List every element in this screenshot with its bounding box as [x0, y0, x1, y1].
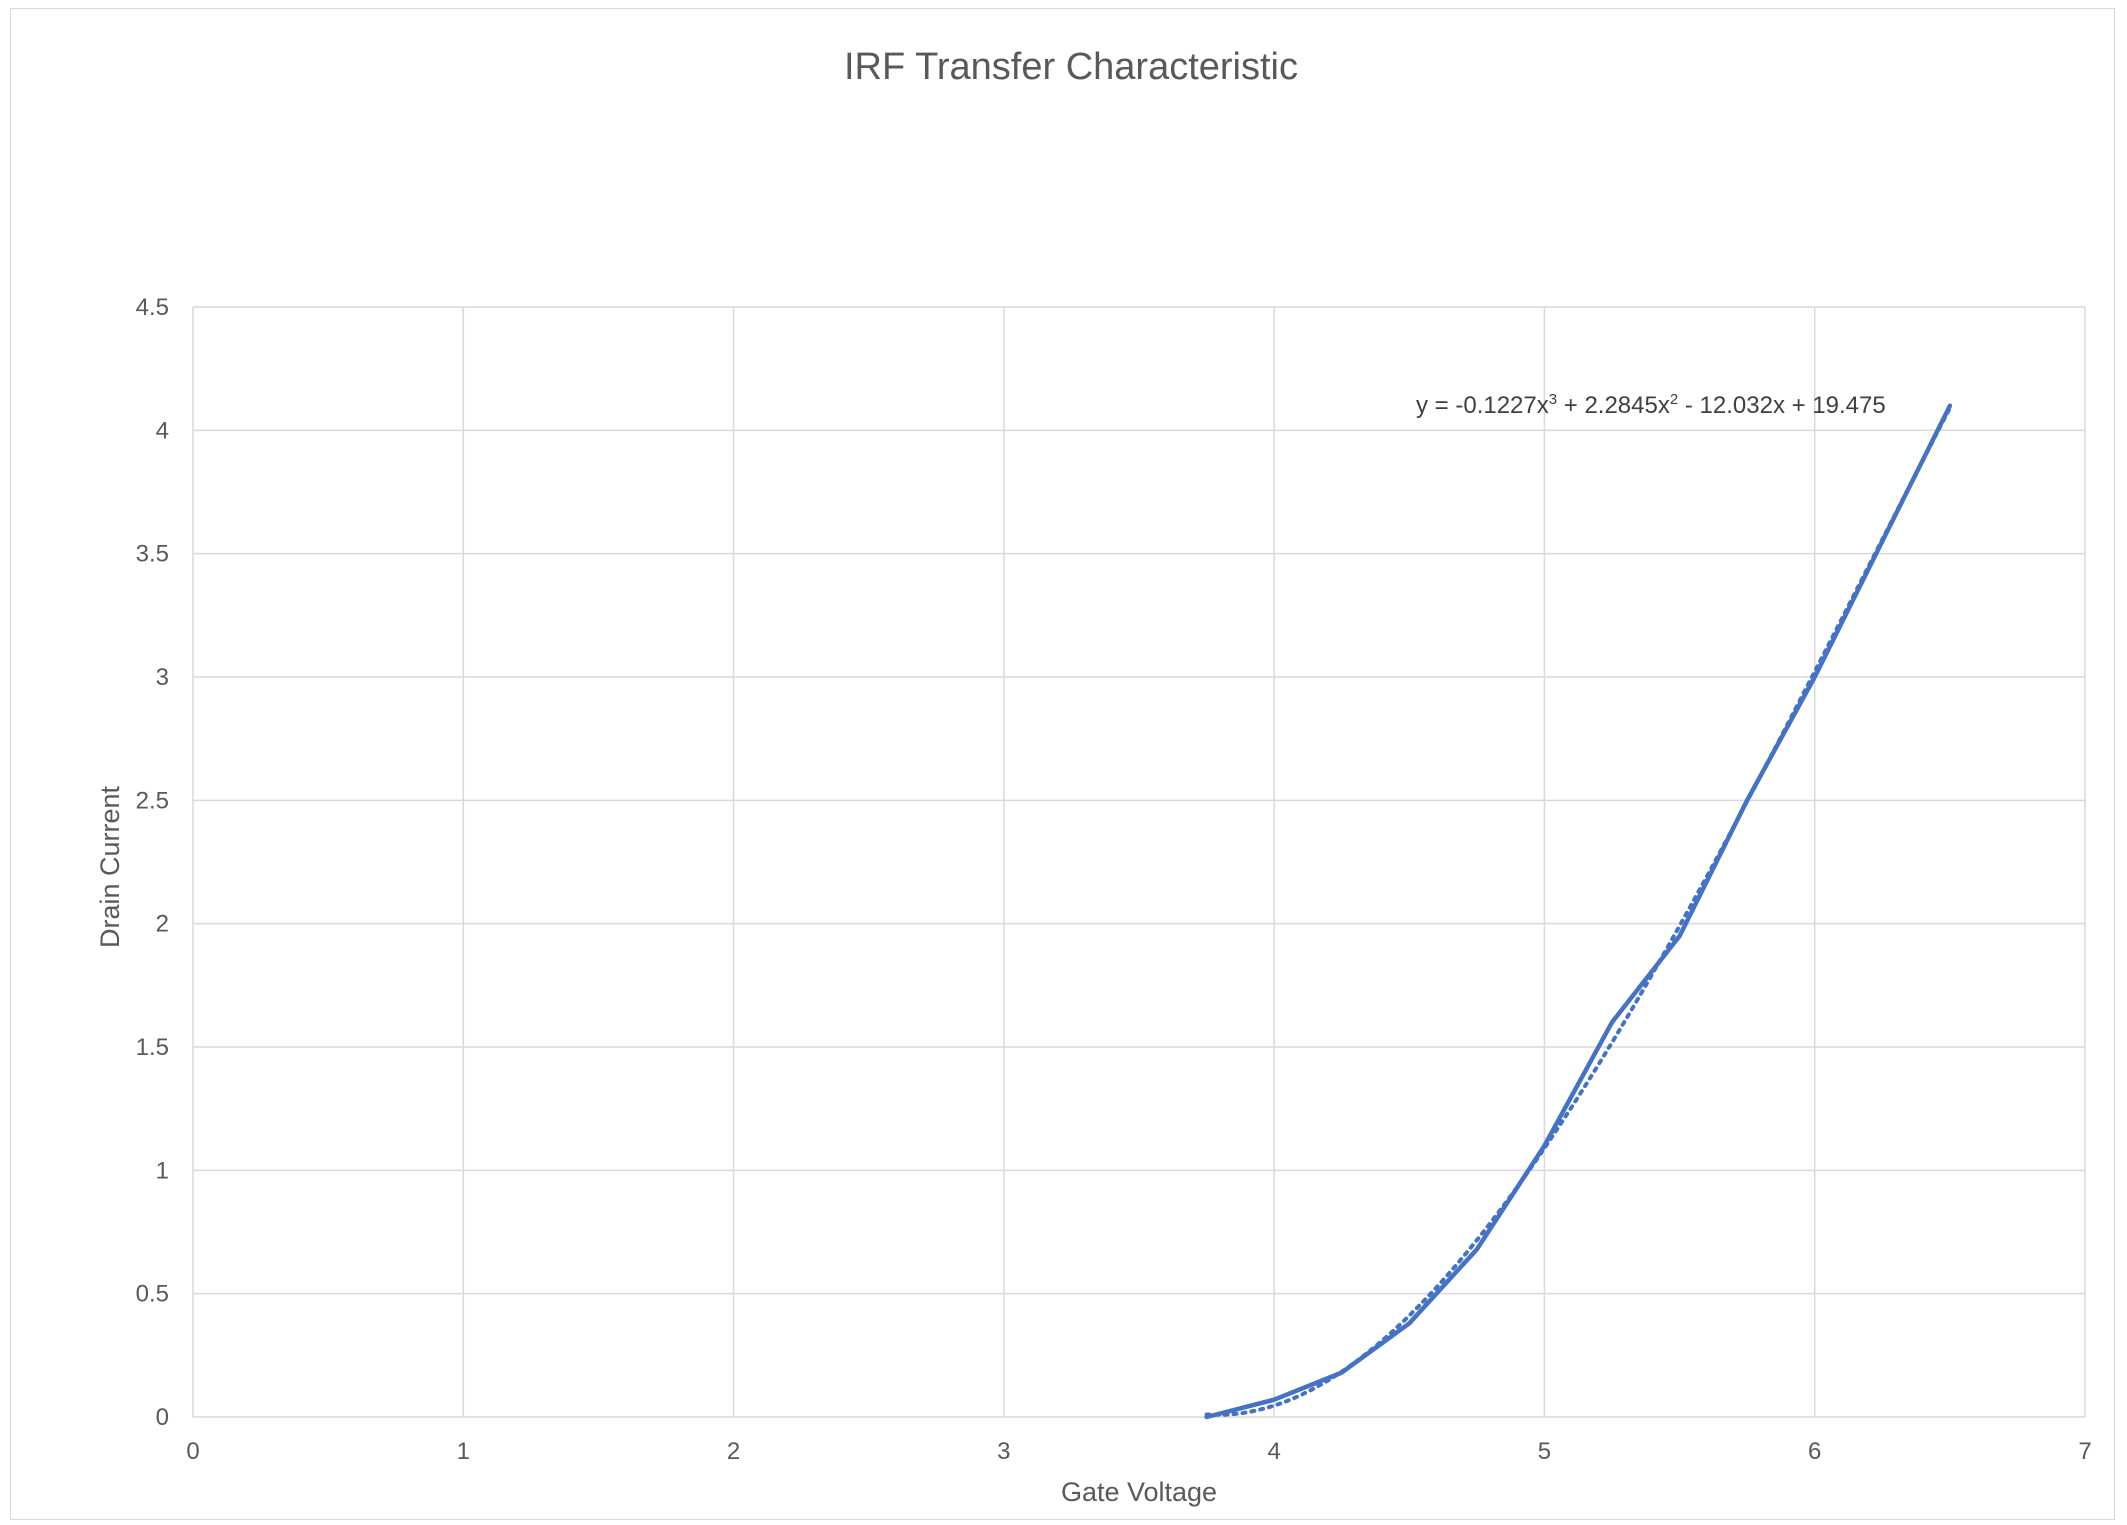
trendline-layer: [1204, 406, 1952, 1417]
y-tick-label: 4: [156, 417, 169, 444]
chart-svg: IRF Transfer Characteristic 0 1 2 3 4 5 6 7 0 0.…: [95, 46, 2092, 1507]
eq-exponent-3: 3: [1549, 391, 1557, 408]
series-line: [1204, 403, 1953, 1420]
trendline: [1204, 406, 1952, 1417]
x-tick-label: 6: [1808, 1438, 1821, 1465]
x-tick-label: 4: [1267, 1438, 1280, 1465]
series-layer: [1204, 403, 1953, 1420]
eq-prefix: y = -0.1227x: [1416, 392, 1549, 419]
chart-area: IRF Transfer Characteristic 0 1 2 3 4 5 6 7 0 0.…: [10, 8, 2115, 1520]
eq-exponent-2: 2: [1670, 391, 1678, 408]
y-tick-label: 0: [156, 1404, 169, 1431]
chart-title: IRF Transfer Characteristic: [844, 46, 1298, 88]
y-tick-label: 2.5: [136, 787, 169, 814]
y-tick-label: 3: [156, 664, 169, 691]
y-axis-title: Drain Current: [95, 785, 125, 948]
y-tick-label: 2: [156, 911, 169, 938]
x-tick-label: 2: [727, 1438, 740, 1465]
trendline-equation: y = -0.1227x3 + 2.2845x2 - 12.032x + 19.…: [1416, 391, 1886, 419]
y-tick-label: 0.5: [136, 1281, 169, 1308]
x-tick-label: 7: [2078, 1438, 2091, 1465]
y-tick-label: 1: [156, 1157, 169, 1184]
y-tick-label: 3.5: [136, 541, 169, 568]
y-axis-tick-labels: 0 0.5 1 1.5 2 2.5 3 3.5 4 4.5: [136, 294, 169, 1431]
x-axis-tick-labels: 0 1 2 3 4 5 6 7: [186, 1438, 2091, 1465]
y-tick-label: 4.5: [136, 294, 169, 321]
gridlines: [192, 306, 2086, 1418]
x-axis-title: Gate Voltage: [1061, 1477, 1217, 1507]
eq-suffix: - 12.032x + 19.475: [1678, 392, 1886, 419]
eq-middle: + 2.2845x: [1557, 392, 1670, 419]
x-tick-label: 3: [997, 1438, 1010, 1465]
x-tick-label: 0: [186, 1438, 199, 1465]
x-tick-label: 5: [1538, 1438, 1551, 1465]
x-tick-label: 1: [457, 1438, 470, 1465]
y-tick-label: 1.5: [136, 1034, 169, 1061]
